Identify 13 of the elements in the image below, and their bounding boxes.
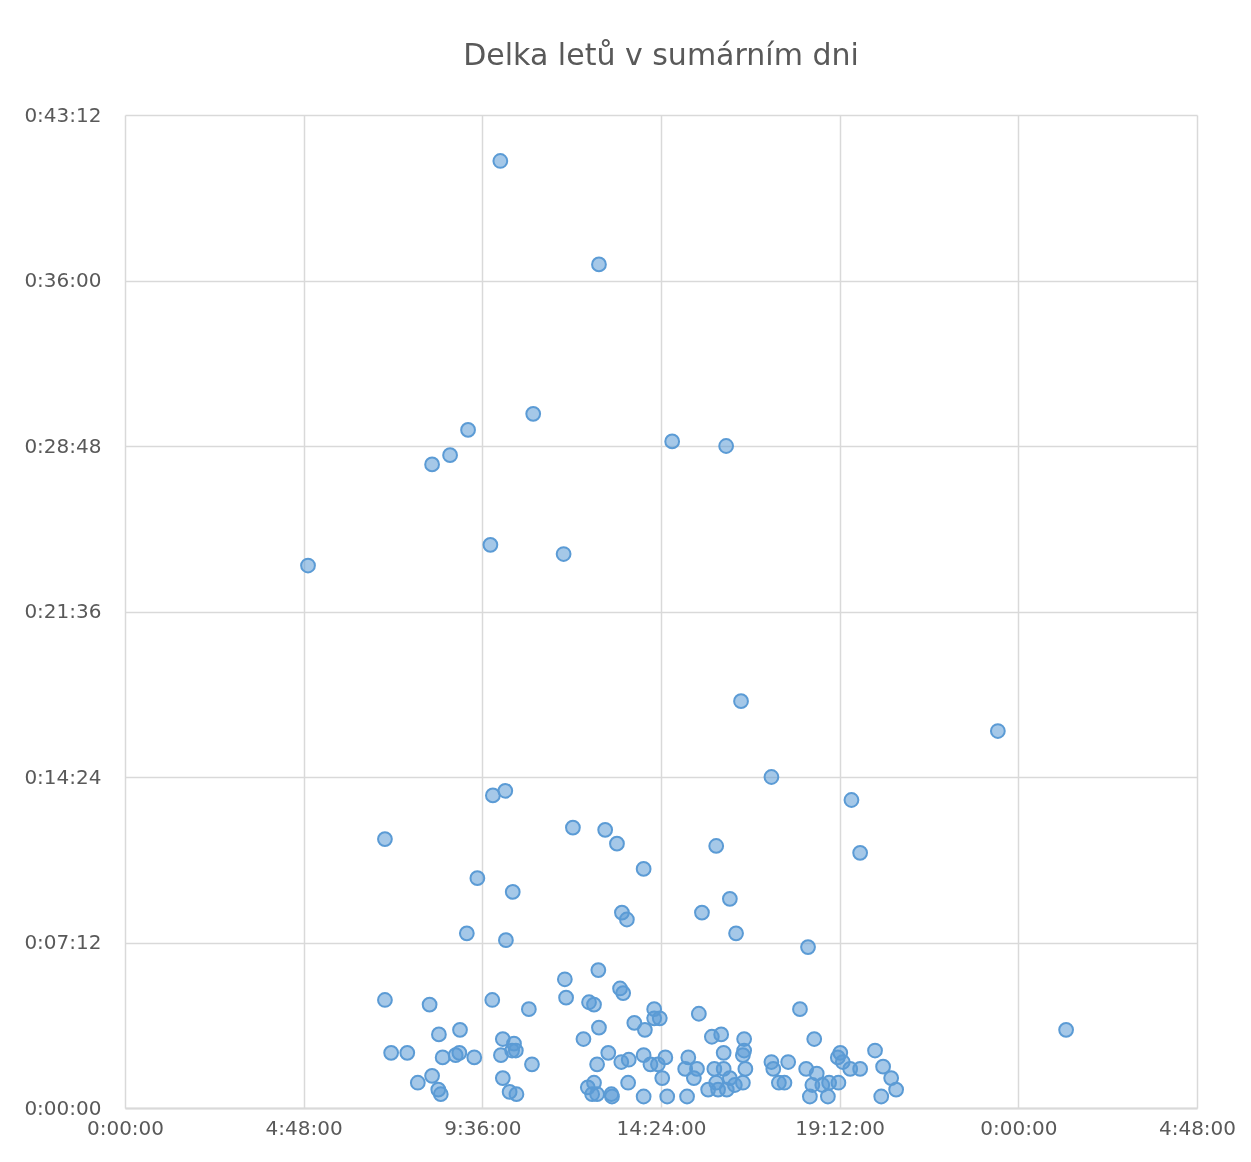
y-tick-label: 0:28:48 [24, 433, 102, 458]
x-tick-label: 9:36:00 [444, 1115, 522, 1140]
y-tick-label: 0:43:12 [24, 102, 102, 127]
y-tick-label: 0:36:00 [24, 268, 102, 292]
x-tick-label: 14:24:00 [616, 1115, 707, 1140]
x-tick-label: 0:00:00 [980, 1115, 1058, 1140]
y-tick-label: 0:21:36 [24, 599, 102, 623]
x-tick-label: 4:48:00 [1158, 1115, 1237, 1140]
x-tick-label: 4:48:00 [265, 1115, 343, 1140]
y-tick-label: 0:14:24 [24, 764, 102, 789]
x-tick-label: 19:12:00 [795, 1115, 886, 1140]
y-tick-label: 0:07:12 [24, 930, 102, 954]
chart-title: Delka letů v sumárním dni [463, 37, 859, 72]
